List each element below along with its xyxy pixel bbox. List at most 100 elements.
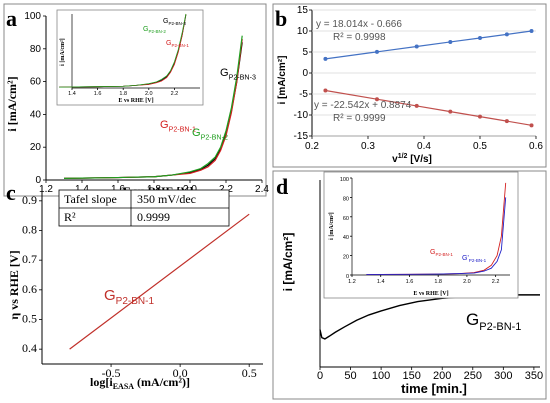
series-label-GP2-BN-1-main: G [160,119,169,131]
y-tick-label: 5 [302,47,308,58]
data-point-upper [323,56,328,61]
panel-c-series-label-main: G [104,287,116,304]
panel-c-axes: -0.5 0.0 0.5 0.4 0.5 0.6 0.7 0.8 0.9 [22,186,263,380]
x-tick-label: 1.6 [111,184,125,195]
y-tick-label: 0 [35,175,41,186]
panel-c-ylabel: η vs RHE [V] [7,250,21,319]
panel-b-r2-upper: R² = 0.9998 [333,32,386,43]
x-tick-label: 1.8 [434,279,442,285]
inset-series-label-0-main: G [430,249,435,256]
x-tick-label: 1.8 [147,184,161,195]
panel-d-axes: 0 50 100 150 200 250 300 350 [317,180,543,382]
inset-series-line-GP2-BN-2 [59,13,187,88]
panel-a-axes: 1.2 1.4 1.6 1.8 2.0 2.2 2.4 0 20 40 60 80 100 [24,11,269,195]
panel-c-series [69,213,250,350]
table-cell: Tafel slope [64,192,117,206]
series-label-GP2-BN-3: GP2-BN-3 [220,67,256,81]
y-tick-label: 80 [30,44,42,55]
y-tick-label: 60 [343,216,349,222]
y-tick-label: 0.8 [22,223,37,237]
panel-b-xlabel-main: v [392,154,398,165]
x-tick-label: 1.6 [406,279,414,285]
panel-a-series [63,35,243,179]
inset-series-label-GP2-BN-1-sub: P2-BN-1 [171,43,189,48]
panel-a-ylabel: i [mA/cm²] [5,76,19,131]
x-tick-label: 2.0 [183,184,197,195]
inset-series-label-GP2-BN-2-sub: P2-BN-2 [148,29,166,34]
panel-b-eq-upper: y = 18.014x - 0.666 [316,19,402,30]
y-tick-label: -15 [294,131,309,142]
x-tick-label: 0.2 [305,141,319,152]
inset-series-label-GP2-BN-3: GP2-BN-3 [163,18,186,26]
panel-b-frame [272,3,547,168]
panel-b-axes: 0.2 0.3 0.4 0.5 0.6 -15 -10 -5 0 5 10 15 [294,5,544,152]
x-tick-label: 50 [344,370,356,382]
y-tick-label: 80 [343,196,349,202]
x-tick-label: 1.2 [39,184,53,195]
inset-ylabel: i [mA/cm²] [329,212,335,240]
data-point-upper [448,39,453,44]
panel-d-series-label-sub: P2-BN-1 [479,321,521,333]
x-tick-label: 1.4 [68,91,76,97]
panel-a-letter: a [6,6,17,31]
x-tick-label: 200 [433,370,451,382]
x-tick-label: 150 [402,370,420,382]
panel-a-inset: 1.4 1.6 1.8 2.0 2.2GP2-BN-3GP2-BN-2GP2-BN-1E… [56,9,204,106]
y-tick-label: -10 [294,110,309,121]
x-tick-label: 2.2 [219,184,233,195]
panel-c: c -0.5 0.0 0.5 0.4 0.5 0.6 0.7 0.8 0.9 Tafel slo… [6,180,263,391]
series-label-GP2-BN-3-main: G [220,67,229,79]
data-point-lower [374,97,379,102]
y-tick-label: 0.5 [22,312,37,326]
inset-series-label-1-sub: P2-BN-1 [469,258,487,263]
inset-series-label-GP2-BN-1-main: G [166,40,171,47]
series-label-GP2-BN-1: GP2-BN-1 [160,119,196,133]
table-cell: 0.9999 [137,210,170,224]
panel-c-xlabel: log[iEASA (mA/cm²)] [90,375,190,391]
data-point-lower [323,88,328,93]
x-tick-label: 0.6 [529,141,543,152]
x-tick-label: 2.0 [463,279,471,285]
x-tick-label: 1.2 [348,279,356,285]
x-tick-label: 0.4 [417,141,431,152]
panel-d-series-label: GP2-BN-1 [466,310,521,333]
panel-b-xlabel: v1/2 [V/s] [392,153,432,165]
x-tick-label: -0.5 [102,366,121,380]
inset-series-label-0: GP2-BN-1 [430,249,453,257]
y-tick-label: 0.6 [22,282,37,296]
data-point-lower [414,103,419,108]
series-label-GP2-BN-1-sub: P2-BN-1 [169,125,196,133]
y-tick-label: 40 [343,235,349,241]
x-tick-label: 2.2 [171,91,179,97]
panel-b: b 0.2 0.3 0.4 0.5 0.6 -15 -10 -5 0 5 10 15 y = 18.0… [272,3,547,168]
y-tick-label: -5 [299,89,308,100]
panel-d-ylabel: i [mA/cm²] [281,233,295,292]
y-tick-label: 60 [30,77,42,88]
panel-b-r2-lower: R² = 0.9999 [333,113,386,124]
y-tick-label: 40 [30,109,42,120]
inset-xlabel: E vs RHE [V] [413,291,448,297]
data-point-upper [478,35,482,40]
data-point-upper [504,32,509,37]
y-tick-label: 0 [302,68,308,79]
x-tick-label: 100 [372,370,390,382]
inset-series-label-GP2-BN-2: GP2-BN-2 [143,26,166,34]
panel-b-series [323,29,534,128]
x-tick-label: 350 [525,370,543,382]
y-tick-label: 0.9 [22,193,37,207]
x-tick-label: 1.4 [377,279,385,285]
panel-d-inset: 1.2 1.4 1.6 1.8 2.0 2.2020406080100GP2-BN-1G'… [323,171,519,299]
table-cell: 350 mV/dec [137,192,196,206]
y-tick-label: 20 [343,255,349,261]
series-line-GP2-BN-2 [63,35,243,179]
panel-c-table: Tafel slope 350 mV/dec R² 0.9999 [58,189,230,227]
series-label-GP2-BN-3-sub: P2-BN-3 [229,73,256,81]
inset-frame [323,171,519,299]
y-tick-label: 15 [297,5,309,16]
table-cell: R² [64,210,76,224]
x-tick-label: 0.0 [173,366,188,380]
series-label-GP2-BN-2-main: G [192,127,201,139]
